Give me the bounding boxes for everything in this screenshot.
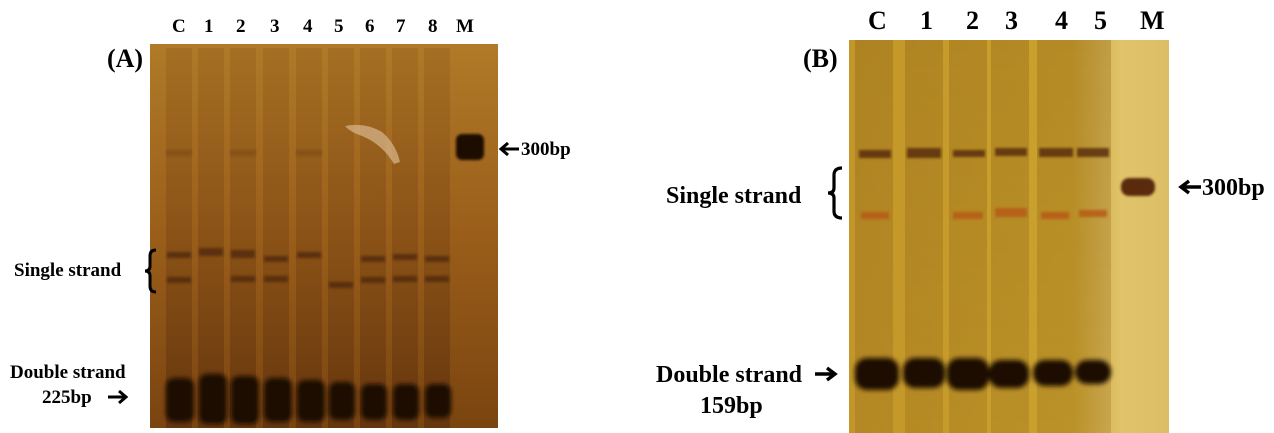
arrow-right-icon bbox=[108, 389, 129, 405]
lane-label-5: 5 bbox=[1094, 6, 1107, 35]
lane-label-7: 7 bbox=[396, 16, 406, 37]
panel-label-b: (B) bbox=[803, 44, 838, 73]
double-strand-label-b: Double strand bbox=[656, 362, 803, 388]
lane-label-4: 4 bbox=[1055, 6, 1068, 35]
gel-image-b bbox=[849, 40, 1169, 433]
marker-size-label-a: 300bp bbox=[521, 139, 571, 160]
bracket-b bbox=[827, 166, 843, 220]
lane-label-3: 3 bbox=[1005, 6, 1018, 35]
lane-label-6: 6 bbox=[365, 16, 375, 37]
lane-label-2: 2 bbox=[966, 6, 979, 35]
single-strand-label-a: Single strand bbox=[14, 260, 122, 281]
double-strand-size-a: 225bp bbox=[42, 387, 92, 408]
panel-label-a: (A) bbox=[107, 44, 144, 73]
lane-label-c: C bbox=[172, 16, 186, 37]
lane-label-5: 5 bbox=[334, 16, 344, 37]
lane-label-2: 2 bbox=[236, 16, 246, 37]
lane-label-8: 8 bbox=[428, 16, 438, 37]
arrow-left-icon bbox=[498, 141, 519, 157]
lane-label-3: 3 bbox=[270, 16, 280, 37]
lane-label-4: 4 bbox=[303, 16, 313, 37]
lane-label-1: 1 bbox=[204, 16, 214, 37]
lane-label-m: M bbox=[456, 16, 474, 37]
lane-label-m: M bbox=[1140, 6, 1165, 35]
lane-label-c: C bbox=[868, 6, 887, 35]
double-strand-size-b: 159bp bbox=[700, 393, 763, 419]
double-strand-label-a: Double strand bbox=[10, 362, 126, 383]
lane-label-1: 1 bbox=[920, 6, 933, 35]
gel-image-a bbox=[150, 44, 498, 428]
arrow-left-icon bbox=[1178, 179, 1201, 195]
single-strand-label-b: Single strand bbox=[666, 183, 802, 209]
arrow-right-icon bbox=[815, 366, 838, 382]
bracket-a bbox=[144, 248, 157, 294]
marker-size-label-b: 300bp bbox=[1202, 175, 1265, 201]
